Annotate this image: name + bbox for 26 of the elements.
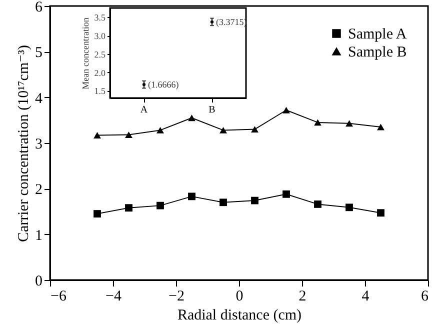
x-tick-label: 2 xyxy=(298,288,306,304)
legend-label: Sample B xyxy=(348,44,407,60)
x-axis-title: Radial distance (cm) xyxy=(177,308,302,324)
y-tick-label: 6 xyxy=(35,0,43,16)
y-tick-label: 1 xyxy=(35,228,42,244)
y-axis-title: Mean concentration xyxy=(80,17,90,90)
y-tick-label: 2.5 xyxy=(94,49,106,60)
y-tick-label: 2.0 xyxy=(94,68,106,78)
x-tick-label: B xyxy=(208,104,216,116)
y-tick-label: 3 xyxy=(35,136,42,152)
x-tick-label: 6 xyxy=(421,288,429,304)
y-tick-label: 5 xyxy=(35,45,42,62)
x-tick-label: −4 xyxy=(106,288,122,304)
data-label: (1.6666) xyxy=(148,80,179,90)
x-tick-label: 4 xyxy=(362,288,370,304)
y-tick-label: 0 xyxy=(35,274,42,290)
x-tick-label: 0 xyxy=(236,288,244,304)
x-tick-label: −2 xyxy=(168,288,184,304)
y-tick-label: 3.5 xyxy=(94,12,106,23)
y-tick-label: 2 xyxy=(35,182,42,198)
y-axis-title: Carrier concentration (10¹⁷cm⁻³) xyxy=(16,44,32,242)
x-tick-label: A xyxy=(140,104,148,116)
y-tick-label: 1.5 xyxy=(94,86,106,96)
x-tick-label: −6 xyxy=(50,288,67,304)
legend-label: Sample A xyxy=(348,26,407,42)
y-tick-label: 3.0 xyxy=(94,31,106,42)
